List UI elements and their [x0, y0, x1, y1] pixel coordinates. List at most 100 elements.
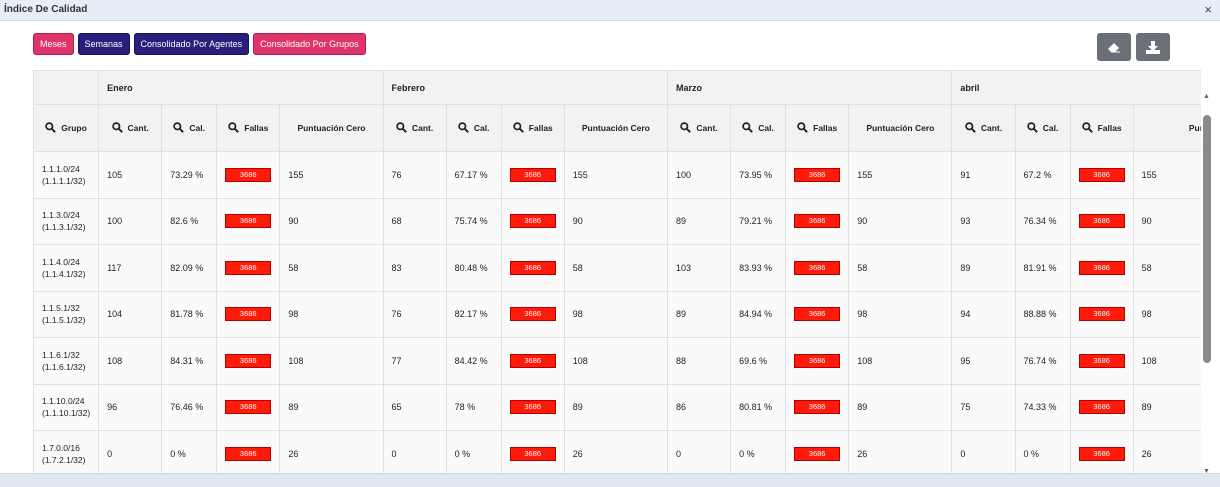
table-row[interactable]: 1.1.10.0/24 (1.1.10.1/32) 96 76.46 % 3686 89 6…	[33, 383, 1201, 431]
cero-cell: 26	[563, 430, 668, 473]
scrollbar-thumb[interactable]	[1203, 115, 1211, 363]
fallas-badge[interactable]: 3686	[1078, 260, 1125, 275]
fallas-badge[interactable]: 3686	[1078, 214, 1125, 229]
consolidado-grupos-button[interactable]: Consolidado Por Grupos	[253, 33, 366, 55]
fallas-cell: 3686	[216, 383, 281, 431]
fallas-badge[interactable]: 3686	[225, 167, 272, 182]
search-icon[interactable]	[797, 121, 808, 135]
search-icon[interactable]	[458, 121, 469, 135]
search-icon[interactable]	[45, 121, 57, 135]
search-icon[interactable]	[512, 121, 524, 135]
cal-cell: 78 %	[445, 383, 502, 431]
table-row[interactable]: 1.1.5.1/32 (1.1.5.1/32) 104 81.78 % 3686 98 76…	[33, 290, 1201, 338]
fallas-badge[interactable]: 3686	[794, 307, 841, 322]
fallas-badge[interactable]: 3686	[509, 307, 556, 322]
close-icon[interactable]: ×	[1204, 2, 1212, 17]
scroll-down-icon[interactable]: ▼	[1203, 468, 1210, 473]
fallas-badge[interactable]: 3686	[794, 214, 841, 229]
cero-cell: 98	[848, 290, 953, 338]
search-icon[interactable]	[396, 121, 407, 135]
view-button-bar: Meses Semanas Consolidado Por Agentes Co…	[33, 33, 366, 55]
column-header-fallas[interactable]: Fallas	[1069, 104, 1134, 152]
cant-cell: 89	[666, 197, 732, 245]
table-row[interactable]: 1.1.3.0/24 (1.1.3.1/32) 100 82.6 % 3686 90 68 7…	[33, 197, 1201, 245]
column-header-cant[interactable]: Cant.	[666, 104, 732, 152]
fallas-badge[interactable]: 3686	[1078, 353, 1125, 368]
fallas-cell: 3686	[500, 430, 565, 473]
search-icon[interactable]	[173, 121, 185, 135]
fallas-badge[interactable]: 3686	[509, 353, 556, 368]
fallas-badge[interactable]: 3686	[1078, 446, 1125, 461]
fallas-badge[interactable]: 3686	[509, 260, 556, 275]
fallas-badge[interactable]: 3686	[794, 446, 841, 461]
fallas-cell: 3686	[785, 383, 850, 431]
cant-cell: 76	[382, 290, 447, 338]
scroll-up-icon[interactable]: ▲	[1203, 93, 1210, 100]
group-label: (1.1.1.1/32)	[42, 175, 86, 186]
search-icon[interactable]	[1081, 121, 1093, 135]
table-row[interactable]: 1.7.0.0/16 (1.7.2.1/32) 0 0 % 3686 26 0 0 % 3686…	[33, 430, 1201, 473]
column-header-grupo[interactable]: Grupo	[33, 104, 100, 152]
column-header-cero[interactable]: Puntuación Cero	[848, 104, 953, 152]
column-header-label: Puntuación Cero	[866, 123, 935, 133]
vertical-scrollbar[interactable]: ▲ ▼	[1202, 93, 1212, 473]
cal-cell: 80.81 %	[730, 383, 787, 431]
search-icon[interactable]	[111, 121, 123, 135]
column-header-cant[interactable]: Cant.	[951, 104, 1016, 152]
column-header-fallas[interactable]: Fallas	[500, 104, 565, 152]
column-header-cant[interactable]: Cant.	[98, 104, 163, 152]
fallas-badge[interactable]: 3686	[1078, 400, 1125, 415]
fallas-badge[interactable]: 3686	[225, 446, 272, 461]
column-header-cero[interactable]: Puntuación Cero	[279, 104, 384, 152]
fallas-badge[interactable]: 3686	[794, 353, 841, 368]
cal-cell: 83.93 %	[730, 244, 787, 292]
fallas-badge[interactable]: 3686	[225, 400, 272, 415]
fallas-badge[interactable]: 3686	[509, 400, 556, 415]
cal-cell: 75.74 %	[445, 197, 502, 245]
cero-cell: 155	[563, 151, 668, 199]
column-header-cal[interactable]: Cal.	[445, 104, 502, 152]
fallas-badge[interactable]: 3686	[509, 214, 556, 229]
month-header: Enero	[98, 70, 384, 105]
search-icon[interactable]	[680, 121, 692, 135]
fallas-badge[interactable]: 3686	[509, 446, 556, 461]
table-row[interactable]: 1.1.4.0/24 (1.1.4.1/32) 117 82.09 % 3686 58 83…	[33, 244, 1201, 292]
cero-cell: 58	[279, 244, 384, 292]
column-header-cero[interactable]: Puntuación Cero	[1132, 104, 1201, 152]
column-header-cal[interactable]: Cal.	[730, 104, 787, 152]
cant-cell: 105	[98, 151, 163, 199]
fallas-badge[interactable]: 3686	[1078, 167, 1125, 182]
fallas-badge[interactable]: 3686	[794, 260, 841, 275]
cero-cell: 90	[279, 197, 384, 245]
cant-cell: 94	[951, 290, 1016, 338]
search-icon[interactable]	[965, 121, 976, 135]
table-row[interactable]: 1.1.6.1/32 (1.1.6.1/32) 108 84.31 % 3686 108 7…	[33, 337, 1201, 385]
column-header-label: Cant.	[411, 123, 434, 133]
search-icon[interactable]	[742, 121, 754, 135]
group-label: (1.1.3.1/32)	[42, 222, 86, 233]
fallas-badge[interactable]: 3686	[225, 307, 272, 322]
fallas-badge[interactable]: 3686	[1078, 307, 1125, 322]
column-header-cant[interactable]: Cant.	[382, 104, 447, 152]
column-header-fallas[interactable]: Fallas	[785, 104, 850, 152]
table-row[interactable]: 1.1.1.0/24 (1.1.1.1/32) 105 73.29 % 3686 155 7…	[33, 151, 1201, 199]
consolidado-agentes-button[interactable]: Consolidado Por Agentes	[133, 33, 250, 55]
column-header-fallas[interactable]: Fallas	[216, 104, 281, 152]
column-header-cal[interactable]: Cal.	[161, 104, 218, 152]
column-header-cal[interactable]: Cal.	[1014, 104, 1071, 152]
column-header-cero[interactable]: Puntuación Cero	[563, 104, 668, 152]
column-header-label: Cal.	[1042, 123, 1059, 133]
semanas-button[interactable]: Semanas	[77, 33, 130, 55]
fallas-badge[interactable]: 3686	[225, 260, 272, 275]
meses-button[interactable]: Meses	[33, 33, 74, 55]
search-icon[interactable]	[1026, 121, 1038, 135]
fallas-badge[interactable]: 3686	[225, 214, 272, 229]
fallas-badge[interactable]: 3686	[225, 353, 272, 368]
eraser-button[interactable]	[1097, 33, 1131, 61]
cero-cell: 58	[563, 244, 668, 292]
fallas-badge[interactable]: 3686	[794, 400, 841, 415]
search-icon[interactable]	[228, 121, 240, 135]
fallas-badge[interactable]: 3686	[509, 167, 556, 182]
fallas-badge[interactable]: 3686	[794, 167, 841, 182]
download-button[interactable]	[1136, 33, 1170, 61]
